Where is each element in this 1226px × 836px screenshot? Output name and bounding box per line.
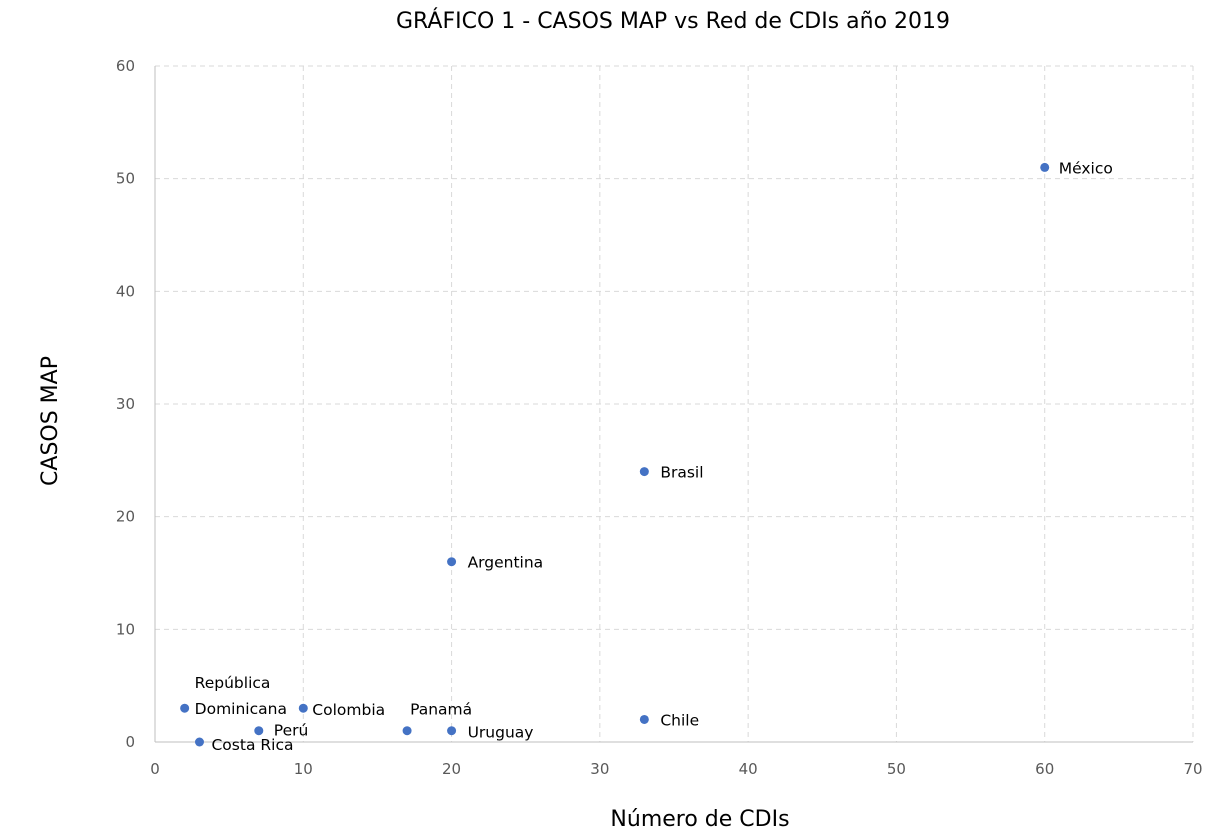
data-label: Chile [660,711,699,729]
data-labels: México Brasil Argentina Chile Uruguay Panamá C… [195,159,1113,754]
axes [154,66,1193,743]
x-tick-label: 70 [1183,760,1202,778]
data-label: Brasil [660,464,703,482]
x-tick-label: 60 [1035,760,1054,778]
data-point [639,714,649,724]
tick-labels: 0 10 20 30 40 50 60 0 10 20 30 40 50 60 70 [116,57,1203,778]
data-point [1040,162,1050,172]
x-tick-label: 50 [887,760,906,778]
data-label: Perú [274,722,309,740]
x-axis-title: Número de CDIs [610,807,789,832]
data-point [639,467,649,477]
y-tick-label: 40 [116,282,135,300]
x-tick-label: 0 [150,760,160,778]
gridlines [155,65,1194,742]
data-label: Costa Rica [211,736,293,754]
data-label: Uruguay [468,724,534,742]
x-tick-label: 40 [739,760,758,778]
y-tick-label: 30 [116,395,135,413]
data-point [298,703,308,713]
data-point [194,737,204,747]
x-tick-label: 20 [442,760,461,778]
x-tick-label: 30 [590,760,609,778]
x-tick-label: 10 [294,760,313,778]
y-axis-title: CASOS MAP [38,356,63,486]
data-label: Argentina [468,554,544,572]
data-points [180,162,1050,747]
data-label: Panamá [410,701,472,719]
data-point [254,726,264,736]
data-point [402,726,412,736]
y-tick-label: 10 [116,620,135,638]
data-label: República Dominicana [195,674,287,718]
chart-title: GRÁFICO 1 - CASOS MAP vs Red de CDIs año… [396,8,950,34]
data-label: México [1059,159,1113,177]
data-point [447,557,457,567]
data-point [180,703,190,713]
y-tick-label: 60 [116,57,135,75]
data-label: Colombia [312,701,385,719]
y-tick-label: 0 [125,733,135,751]
data-point [447,726,457,736]
y-tick-label: 20 [116,508,135,526]
y-tick-label: 50 [116,170,135,188]
